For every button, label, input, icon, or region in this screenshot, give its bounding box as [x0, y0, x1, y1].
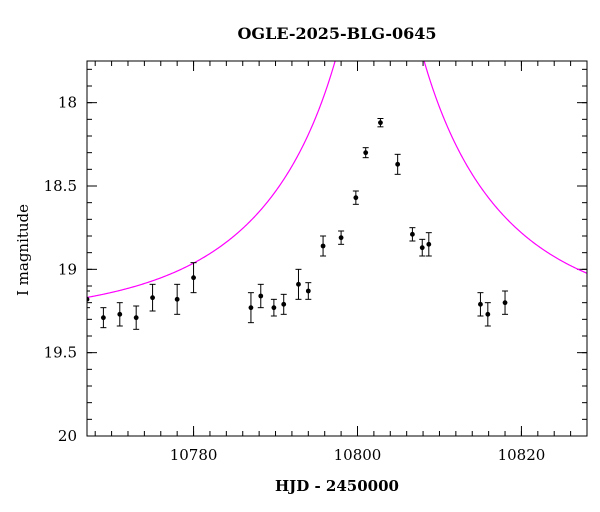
- chart-title: OGLE-2025-BLG-0645: [237, 24, 436, 43]
- point-marker: [338, 235, 344, 241]
- data-point: [133, 305, 140, 330]
- data-point: [174, 283, 181, 315]
- y-tick-label: 18.5: [44, 177, 77, 195]
- point-marker: [133, 315, 139, 321]
- x-tick-label: 10820: [498, 446, 546, 464]
- data-point: [116, 302, 123, 327]
- data-point: [484, 302, 491, 327]
- data-point: [338, 230, 345, 245]
- data-point: [280, 293, 287, 315]
- data-point: [257, 283, 264, 309]
- point-marker: [378, 120, 383, 126]
- point-marker: [363, 150, 369, 156]
- point-marker: [478, 301, 483, 307]
- point-marker: [305, 288, 311, 294]
- point-marker: [485, 311, 491, 317]
- data-point: [419, 238, 426, 257]
- data-point: [394, 153, 401, 175]
- data-point: [190, 262, 197, 294]
- point-marker: [100, 315, 106, 321]
- minor-ticks: [87, 61, 588, 437]
- data-point: [352, 190, 359, 205]
- point-marker: [353, 195, 359, 201]
- data-point: [477, 292, 484, 317]
- data-point: [295, 268, 302, 300]
- point-marker: [248, 305, 254, 311]
- y-tick-label: 19.5: [44, 344, 77, 362]
- tick-labels: 10780 10800 10820 18 18.5 19 19.5 20: [44, 94, 546, 464]
- plot-frame: [86, 60, 588, 437]
- data-points-layer: [87, 118, 509, 330]
- data-point: [502, 290, 509, 315]
- data-point: [270, 298, 277, 317]
- point-marker: [281, 301, 287, 307]
- point-marker: [150, 295, 155, 301]
- y-tick-label: 20: [58, 427, 77, 445]
- data-point: [409, 227, 416, 242]
- point-marker: [191, 275, 196, 281]
- point-marker: [87, 296, 90, 302]
- x-tick-label: 10800: [334, 446, 382, 464]
- point-marker: [502, 300, 508, 306]
- point-marker: [271, 305, 277, 311]
- data-point: [377, 118, 384, 128]
- data-point: [247, 292, 254, 324]
- y-axis-label: I magnitude: [14, 204, 32, 296]
- data-point: [362, 147, 369, 159]
- point-marker: [258, 293, 264, 299]
- x-axis-label: HJD - 2450000: [275, 477, 399, 495]
- y-tick-label: 19: [58, 260, 77, 278]
- major-ticks: [87, 61, 587, 437]
- point-marker: [395, 161, 401, 167]
- data-point: [87, 290, 90, 309]
- data-point: [305, 282, 312, 300]
- point-marker: [296, 281, 301, 287]
- point-marker: [426, 241, 432, 247]
- model-curve: [87, 61, 587, 299]
- data-point: [320, 235, 327, 257]
- point-marker: [174, 296, 180, 302]
- data-point: [149, 283, 156, 312]
- y-tick-label: 18: [58, 94, 77, 112]
- point-marker: [410, 231, 415, 237]
- point-marker: [117, 311, 123, 317]
- data-point: [100, 307, 107, 329]
- point-marker: [320, 243, 326, 249]
- model-curve-layer: [87, 61, 587, 299]
- data-point: [425, 232, 432, 257]
- x-tick-label: 10780: [170, 446, 218, 464]
- point-marker: [419, 245, 425, 251]
